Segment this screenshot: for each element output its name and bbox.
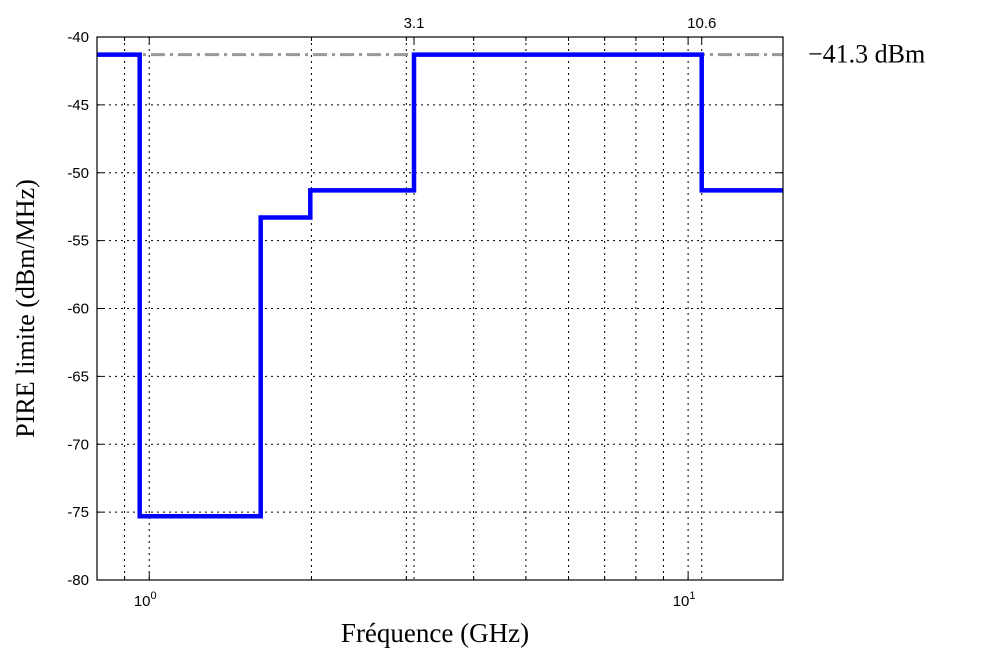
y-tick-label: -50 (67, 165, 89, 182)
y-tick-label: -60 (67, 301, 89, 318)
x-tick-label: 101 (673, 590, 696, 610)
y-tick-label: -65 (67, 368, 89, 385)
tick-labels: -40 -45 -50 -55 -60 -65 -70 -75 -80 3.1 10.6 100 101 (67, 15, 716, 610)
y-tick-label: -70 (67, 436, 89, 453)
series-line (97, 52, 783, 519)
reference-label: −41.3 dBm (808, 40, 925, 69)
y-tick-label: -40 (67, 29, 89, 46)
y-tick-label: -55 (67, 233, 89, 250)
y-tick-label: -45 (67, 97, 89, 114)
y-tick-label: -80 (67, 572, 89, 589)
y-axis-label: PIRE limite (dBm/MHz) (11, 179, 40, 438)
top-tick-label: 10.6 (687, 15, 716, 32)
axis-ticks (97, 36, 783, 581)
grid (97, 37, 783, 580)
top-tick-label: 3.1 (404, 15, 425, 32)
x-tick-label: 100 (134, 590, 157, 610)
x-axis-label: Fréquence (GHz) (341, 618, 529, 648)
y-tick-label: -75 (67, 504, 89, 521)
